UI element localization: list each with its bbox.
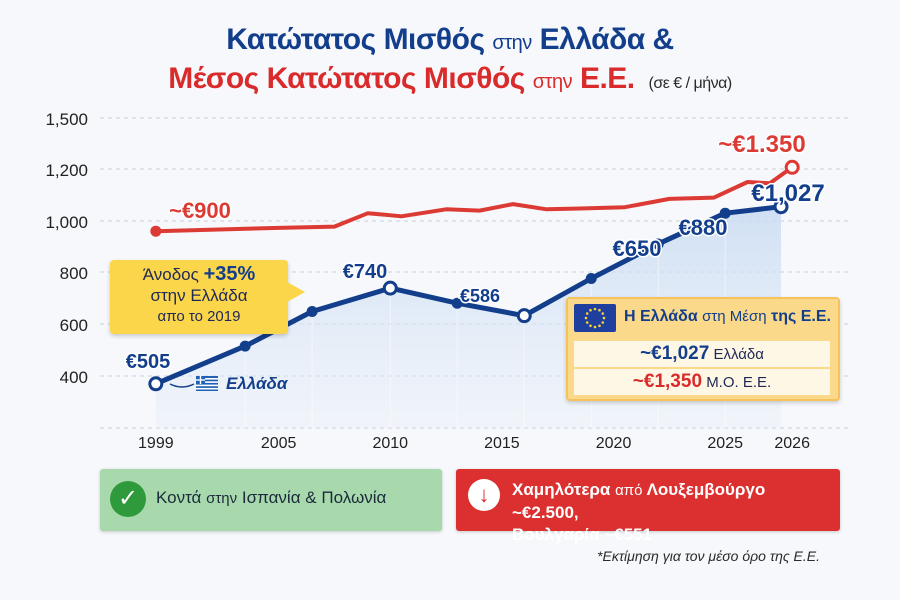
greece-point xyxy=(773,199,789,215)
greece-label-connector xyxy=(169,383,195,388)
greece-point xyxy=(719,207,731,219)
greece-point xyxy=(239,340,251,352)
x-tick-label: 1999 xyxy=(138,435,174,452)
eu-flag-icon xyxy=(574,304,616,332)
greece-point xyxy=(148,376,164,392)
eu-box-header: Η Ελλάδα στη Μέση της Ε.Ε. xyxy=(568,299,838,337)
close-to-box: ✓ Κοντά στην Ισπανία & Πολωνία xyxy=(100,469,442,531)
eu-comparison-box: Η Ελλάδα στη Μέση της Ε.Ε. ~€1,027 Ελλάδ… xyxy=(566,297,840,401)
y-tick-label: 1,200 xyxy=(45,161,88,180)
green-text-a: Κοντά xyxy=(156,488,202,507)
eu-row-eu-average: ~€1,350 Μ.Ο. Ε.Ε. xyxy=(574,369,830,395)
eu-star xyxy=(585,312,589,315)
x-tick-label: 2005 xyxy=(261,435,297,452)
title-line-1: Κατώτατος Μισθός στην Ελλάδα & xyxy=(0,22,900,61)
eu-box-title: Η Ελλάδα στη Μέση της Ε.Ε. xyxy=(624,308,831,326)
eu-star xyxy=(585,321,589,324)
eu-star xyxy=(602,316,606,320)
y-tick-label: 1,500 xyxy=(45,110,88,129)
footnote: *Εκτίμηση για τον μέσο όρο της Ε.Ε. xyxy=(597,548,820,564)
eu-point xyxy=(784,159,800,175)
x-tick-label: 2026 xyxy=(774,435,810,452)
greek-flag-stripe xyxy=(196,387,218,390)
eu-row-eu-label: Μ.Ο. Ε.Ε. xyxy=(706,374,772,391)
eu-star xyxy=(589,308,592,312)
eu-star xyxy=(589,324,592,328)
green-text-b: Ισπανία & Πολωνία xyxy=(241,488,387,507)
callout-line-3: απο το 2019 xyxy=(157,308,241,325)
eu-star xyxy=(593,307,597,311)
title-line-2-main: Μέσος Κατώτατος Μισθός xyxy=(168,62,525,95)
y-tick-label: 1,000 xyxy=(45,213,88,232)
red-text-line-2: Βουλγαρία ~€551 xyxy=(512,525,653,544)
data-label: €740 xyxy=(343,261,388,283)
greece-point xyxy=(451,297,463,309)
red-text-a: Χαμηλότερα xyxy=(512,480,611,499)
title-line-1-main: Κατώτατος Μισθός xyxy=(226,23,485,56)
x-tick-label: 2010 xyxy=(372,435,408,452)
title-line-1-end: Ελλάδα & xyxy=(539,23,675,56)
y-tick-label: 600 xyxy=(60,316,88,335)
title-line-2-small: στην xyxy=(532,71,573,93)
close-to-text: Κοντά στην Ισπανία & Πολωνία xyxy=(156,488,386,508)
eu-row-greece-value: ~€1,027 xyxy=(640,343,710,364)
eu-row-greece-label: Ελλάδα xyxy=(713,346,764,363)
red-text-small: από xyxy=(615,482,643,499)
x-tick-label: 2015 xyxy=(484,435,520,452)
callout-line-1: Άνοδος +35% xyxy=(110,264,288,285)
data-label: €505 xyxy=(126,351,171,373)
data-label: €586 xyxy=(460,286,500,306)
callout-tail xyxy=(287,282,305,302)
greece-point xyxy=(382,280,398,296)
eu-star xyxy=(598,324,601,328)
callout-percent: +35% xyxy=(203,263,256,285)
chart-title: Κατώτατος Μισθός στην Ελλάδα & Μέσος Κατ… xyxy=(0,22,900,102)
lower-than-box: ↓ Χαμηλότερα από Λουξεμβούργο ~€2.500, Β… xyxy=(456,469,840,544)
eu-star xyxy=(598,308,601,312)
data-label: €1,027 xyxy=(751,180,824,207)
y-tick-label: 400 xyxy=(60,368,88,387)
data-label: ~€900 xyxy=(169,198,231,223)
growth-callout: Άνοδος +35% στην Ελλάδα απο το 2019 xyxy=(110,260,288,334)
greek-flag-stripe xyxy=(196,378,218,380)
greek-flag-stripe xyxy=(196,381,218,383)
eu-title-small: στη Μέση xyxy=(702,308,767,325)
data-label: €880 xyxy=(679,215,728,240)
greece-series-label: Ελλάδα xyxy=(226,374,289,393)
title-line-1-small: στην xyxy=(492,32,532,54)
green-text-small: στην xyxy=(206,490,238,507)
eu-point xyxy=(150,225,162,237)
data-label: ~€1.350 xyxy=(718,131,805,158)
title-line-2-end: Ε.Ε. xyxy=(579,62,635,95)
x-tick-label: 2025 xyxy=(707,435,743,452)
eu-title-b: της Ε.Ε. xyxy=(771,308,831,325)
check-icon: ✓ xyxy=(110,481,146,517)
x-tick-label: 2020 xyxy=(596,435,632,452)
eu-star xyxy=(584,316,588,320)
eu-title-a: Η Ελλάδα xyxy=(624,308,698,325)
red-text-b: Λουξεμβούργο ~€2.500, xyxy=(512,480,766,522)
eu-row-eu-value: ~€1,350 xyxy=(632,371,703,392)
greek-flag-cross xyxy=(196,379,205,381)
arrow-down-icon: ↓ xyxy=(468,479,500,511)
red-text-line-1: Χαμηλότερα από Λουξεμβούργο ~€2.500, xyxy=(512,479,832,524)
greece-point xyxy=(516,308,532,324)
eu-star xyxy=(593,325,597,329)
greece-point xyxy=(585,273,597,284)
callout-line-1-a: Άνοδος xyxy=(142,265,199,284)
lower-than-text: Χαμηλότερα από Λουξεμβούργο ~€2.500, Βου… xyxy=(512,479,832,546)
y-tick-label: 800 xyxy=(60,264,88,283)
eu-row-greece: ~€1,027 Ελλάδα xyxy=(574,341,830,367)
eu-star xyxy=(601,312,605,315)
greece-point xyxy=(652,238,664,250)
greek-flag-stripe xyxy=(196,384,218,387)
callout-line-2: στην Ελλάδα xyxy=(150,286,248,305)
eu-series-line xyxy=(153,165,795,234)
greece-point xyxy=(306,306,318,318)
title-line-2: Μέσος Κατώτατος Μισθός στην Ε.Ε. (σε € /… xyxy=(0,61,900,102)
data-label: €650 xyxy=(613,236,662,261)
title-unit: (σε € / μήνα) xyxy=(648,75,732,92)
eu-star xyxy=(601,321,605,324)
